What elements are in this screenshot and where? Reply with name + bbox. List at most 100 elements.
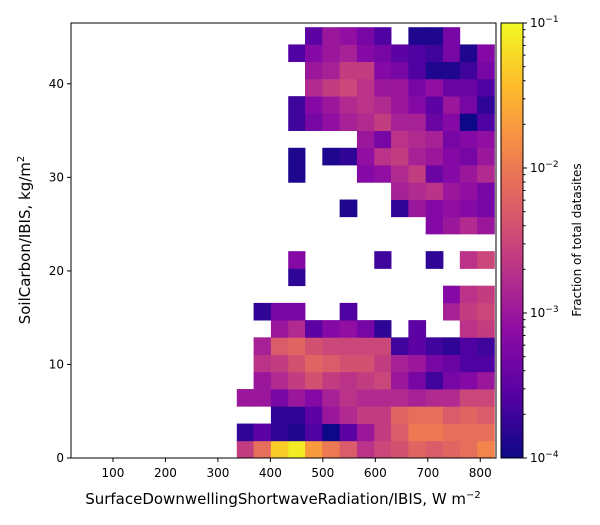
heatmap-cell: [443, 113, 461, 131]
colorbar: [500, 22, 524, 459]
heatmap-cell: [425, 251, 444, 269]
heatmap-cell: [443, 78, 461, 97]
heatmap-cell: [477, 113, 495, 131]
heatmap-cell: [443, 61, 461, 80]
heatmap-cell: [408, 165, 427, 183]
heatmap-cell: [288, 251, 306, 269]
heatmap-cell: [443, 337, 461, 356]
heatmap-cell: [374, 423, 392, 442]
heatmap-cell: [270, 371, 289, 390]
heatmap-cell: [459, 165, 478, 183]
heatmap-cell: [459, 337, 478, 356]
colorbar-tick-label: 10−4: [530, 450, 559, 465]
heatmap-cell: [477, 302, 495, 321]
heatmap-cell: [339, 27, 358, 45]
heatmap-cell: [425, 61, 444, 80]
heatmap-cell: [459, 199, 478, 218]
heatmap-cell: [236, 423, 254, 442]
heatmap-cell: [374, 337, 392, 356]
heatmap-cell: [443, 165, 461, 183]
heatmap-cell: [477, 182, 495, 200]
heatmap-cell: [425, 337, 444, 356]
x-tick-label: 300: [206, 466, 229, 480]
heatmap-cell: [391, 423, 409, 442]
heatmap-cell: [374, 78, 392, 97]
heatmap-cell: [356, 354, 375, 373]
heatmap-cell: [374, 61, 392, 80]
heatmap-cell: [339, 96, 358, 114]
heatmap-cell: [270, 440, 289, 459]
heatmap-cell: [391, 389, 409, 407]
heatmap-cell: [477, 251, 495, 269]
heatmap-cell: [391, 61, 409, 80]
heatmap-cell: [477, 389, 495, 407]
heatmap-cell: [253, 371, 272, 390]
x-tick-label: 700: [416, 466, 439, 480]
heatmap-cell: [477, 440, 495, 459]
heatmap-cell: [270, 354, 289, 373]
heatmap-cell: [425, 147, 444, 166]
heatmap-cell: [477, 337, 495, 356]
heatmap-cell: [305, 113, 323, 131]
x-tick-label: 800: [469, 466, 492, 480]
heatmap-cell: [408, 113, 427, 131]
heatmap-cell: [477, 406, 495, 424]
heatmap-cell: [425, 78, 444, 97]
colorbar-axis: 10−1 10−2 10−3 10−4: [523, 15, 559, 465]
heatmap-cell: [288, 320, 306, 338]
heatmap-cell: [459, 147, 478, 166]
heatmap-cell: [391, 147, 409, 166]
heatmap-cell: [408, 78, 427, 97]
heatmap-cell: [270, 406, 289, 424]
heatmap-cell: [288, 44, 306, 63]
heatmap-cell: [443, 199, 461, 218]
heatmap-cell: [477, 44, 495, 63]
heatmap-cell: [270, 389, 289, 407]
heatmap-cell: [356, 27, 375, 45]
heatmap-cell: [425, 96, 444, 114]
x-tick-label: 500: [311, 466, 334, 480]
heatmap-cell: [443, 285, 461, 304]
heatmap-cell: [374, 44, 392, 63]
heatmap-cell: [322, 423, 341, 442]
heatmap-cell: [322, 27, 341, 45]
heatmap-cell: [356, 165, 375, 183]
heatmap-cell: [408, 371, 427, 390]
heatmap-cell: [374, 130, 392, 149]
heatmap-cell: [443, 44, 461, 63]
heatmap-cell: [443, 302, 461, 321]
heatmap-cell: [339, 389, 358, 407]
heatmap-cell: [339, 44, 358, 63]
heatmap-cell: [425, 165, 444, 183]
heatmap-cell: [459, 302, 478, 321]
heatmap-cell: [305, 354, 323, 373]
heatmap-cell: [322, 337, 341, 356]
heatmap-cell: [391, 130, 409, 149]
heatmap-cell: [477, 147, 495, 166]
heatmap-cell: [408, 406, 427, 424]
heatmap-cell: [408, 27, 427, 45]
heatmap-cell: [459, 423, 478, 442]
heatmap-cell: [339, 61, 358, 80]
heatmap-cell: [459, 216, 478, 235]
heatmap-cell: [270, 423, 289, 442]
heatmap-cell: [288, 302, 306, 321]
heatmap-cell: [288, 337, 306, 356]
heatmap-cell: [356, 337, 375, 356]
heatmap-cell: [288, 406, 306, 424]
heatmap-cell: [408, 320, 427, 338]
heatmap-cell: [305, 44, 323, 63]
heatmap-cell: [339, 320, 358, 338]
plot-frame: [70, 22, 497, 459]
heatmap-cell: [408, 182, 427, 200]
y-tick-label: 0: [56, 451, 64, 465]
heatmap-cell: [477, 96, 495, 114]
heatmap-cell: [391, 440, 409, 459]
heatmap-cell: [356, 389, 375, 407]
heatmap-cell: [408, 337, 427, 356]
heatmap-cell: [425, 182, 444, 200]
heatmap-cell: [477, 320, 495, 338]
heatmap-cell: [374, 96, 392, 114]
heatmap-cell: [477, 130, 495, 149]
heatmap-cell: [356, 440, 375, 459]
